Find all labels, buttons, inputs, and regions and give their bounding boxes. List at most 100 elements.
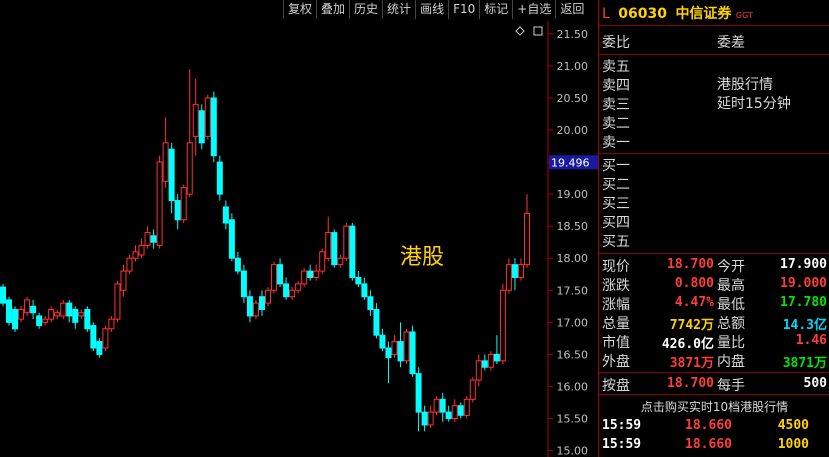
overlay-label: 港股	[400, 245, 444, 270]
candle	[174, 194, 181, 230]
candle	[439, 392, 446, 422]
toolbar: 复权 叠加 历史 统计 画线 F10 标记 +自选 返回	[283, 0, 588, 20]
toolbar-button[interactable]: 复权	[283, 0, 316, 19]
candle	[343, 222, 350, 262]
y-tick-label: 16.50	[557, 348, 589, 361]
toolbar-button[interactable]: 统计	[382, 0, 415, 19]
price-chart[interactable]: 21.5021.0020.5020.0019.5019.0018.5018.00…	[0, 21, 598, 457]
candle	[481, 354, 488, 371]
neipan-label: 内盘	[717, 354, 745, 370]
zhangfu-label: 涨幅	[602, 297, 630, 313]
xianjia-label: 现价	[602, 259, 630, 275]
y-tick-label: 15.00	[557, 445, 589, 457]
candle	[409, 325, 416, 377]
sell-level-label: 卖二	[602, 116, 630, 132]
shizhi-label: 市值	[602, 335, 630, 351]
tick-time: 15:59	[602, 437, 642, 452]
candle	[114, 280, 121, 323]
candle	[337, 255, 344, 268]
candle	[421, 405, 428, 432]
candle	[445, 405, 452, 422]
buy-level-label: 买四	[602, 215, 630, 231]
candle	[198, 104, 205, 150]
y-tick-label: 19.00	[557, 188, 589, 201]
y-tick-label: 17.50	[557, 284, 589, 297]
stock-name: 中信证券	[675, 6, 732, 22]
toolbar-button[interactable]: 历史	[349, 0, 382, 19]
candle	[469, 376, 476, 403]
toolbar-button[interactable]: +自选	[512, 0, 555, 19]
y-tick-label: 20.50	[557, 92, 589, 105]
candle	[186, 69, 193, 198]
candle	[84, 306, 91, 332]
cursor-price-label: 19.496	[551, 156, 590, 169]
candle	[30, 299, 37, 320]
crosshair-icon[interactable]	[533, 26, 543, 36]
candle	[204, 94, 211, 140]
y-tick-label: 16.00	[557, 380, 589, 393]
candle	[524, 194, 530, 268]
meishou-label: 每手	[717, 378, 745, 394]
diamond-icon[interactable]	[515, 26, 525, 36]
candle	[138, 239, 145, 259]
candle	[319, 248, 326, 275]
candle	[180, 184, 187, 223]
candle	[24, 296, 31, 316]
xianjia: 18.700	[667, 257, 714, 272]
candle	[511, 258, 518, 291]
weicha-label: 委差	[717, 35, 745, 51]
toolbar-button[interactable]: 画线	[415, 0, 448, 19]
candle	[403, 328, 410, 365]
ten-level-link[interactable]: 点击购买实时10档港股行情	[640, 400, 789, 414]
candle	[162, 117, 169, 188]
zuidi: 17.780	[780, 295, 827, 310]
quote-panel: L 06030 中信证券 GGT 委比 委差 卖五 卖四 卖三 卖二 卖一 港股行情 延…	[598, 0, 829, 457]
sell-level-label: 卖四	[602, 78, 630, 94]
candle	[90, 322, 97, 352]
candle	[283, 277, 290, 300]
tick-price: 18.660	[685, 437, 732, 452]
candle	[258, 290, 265, 316]
waipan-label: 外盘	[602, 354, 630, 370]
zuigao-label: 最高	[717, 278, 745, 294]
candle	[150, 229, 157, 249]
y-tick-label: 15.50	[557, 413, 589, 426]
y-tick-label: 20.00	[557, 124, 589, 137]
candle	[271, 261, 278, 294]
tick-volume: 1000	[777, 437, 809, 452]
toolbar-button[interactable]: F10	[448, 0, 479, 19]
candle	[385, 341, 392, 384]
tick-price: 18.660	[685, 418, 732, 433]
candle	[289, 287, 296, 300]
toolbar-button[interactable]: 返回	[555, 0, 588, 19]
candle	[427, 405, 434, 429]
candle	[96, 338, 103, 358]
candle	[295, 280, 302, 294]
waipan: 3871万	[669, 356, 714, 371]
candle	[493, 335, 500, 365]
candle	[325, 216, 332, 262]
candle	[277, 258, 284, 288]
candle	[367, 290, 374, 316]
y-tick-label: 21.00	[557, 60, 589, 73]
zhangdie-label: 涨跌	[602, 278, 630, 294]
cursor-price-box	[549, 155, 598, 170]
candle	[12, 306, 19, 332]
candle	[216, 155, 223, 201]
candle	[228, 213, 235, 262]
toolbar-button[interactable]: 叠加	[316, 0, 349, 19]
candle	[415, 367, 422, 432]
candle	[144, 226, 151, 249]
hk-notice-2: 延时15分钟	[717, 96, 791, 112]
y-tick-label: 21.50	[557, 28, 589, 41]
candle	[391, 335, 398, 358]
candle	[72, 306, 79, 329]
candle	[78, 309, 85, 320]
anpan-value: 18.700	[667, 376, 714, 391]
candle	[36, 312, 43, 329]
toolbar-button[interactable]: 标记	[479, 0, 512, 19]
candle	[132, 245, 139, 262]
candle	[222, 200, 229, 230]
stock-flag: L	[602, 6, 610, 22]
candle	[433, 396, 440, 416]
